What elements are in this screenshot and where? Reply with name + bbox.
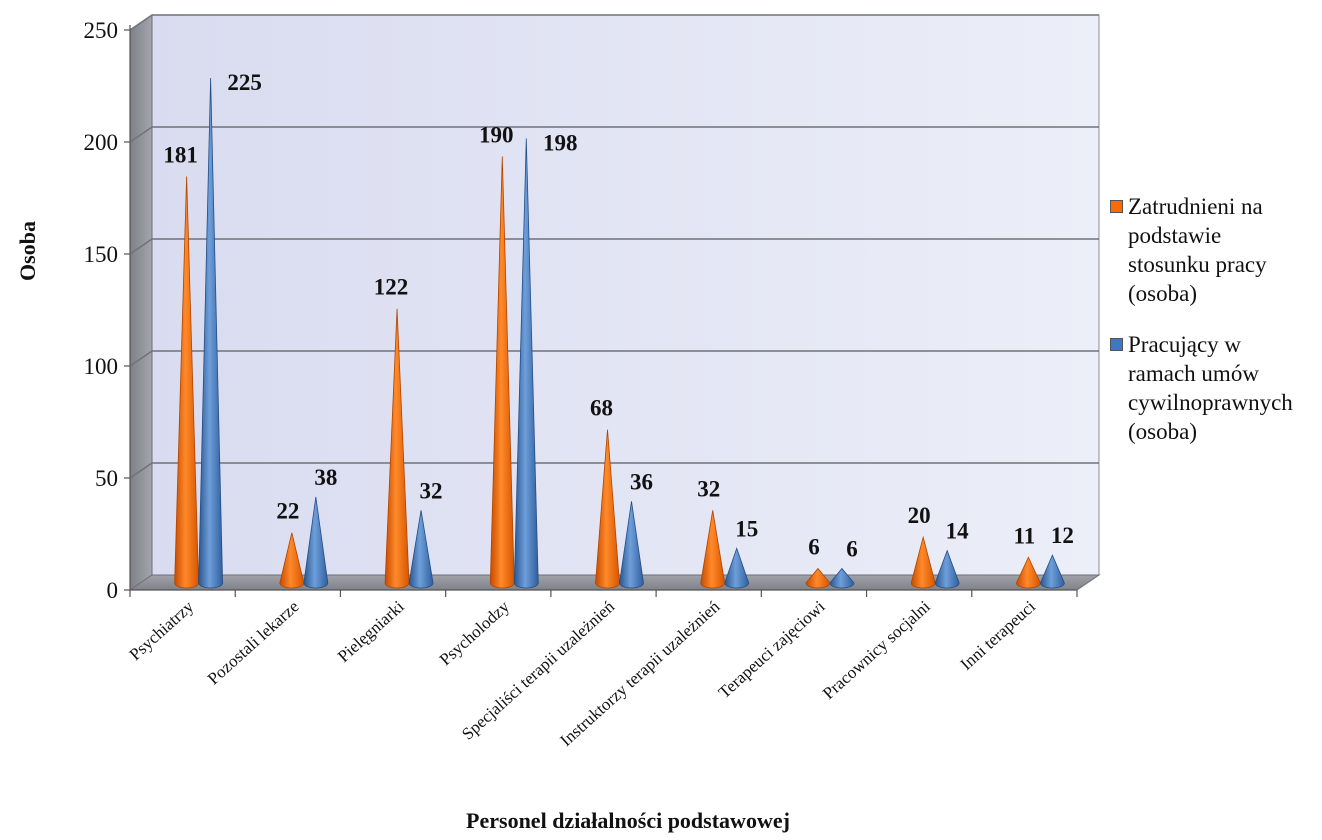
data-label-series-2: 14 — [946, 519, 970, 544]
data-label-series-2: 225 — [227, 70, 262, 95]
cone-series-2 — [724, 547, 750, 589]
data-label-series-1: 11 — [1014, 523, 1036, 548]
legend-label-series-2-line-3: cywilnoprawnych — [1128, 390, 1293, 415]
legend-label-series-2-line-1: Pracujący w — [1128, 332, 1242, 357]
data-label-series-1: 32 — [697, 476, 720, 501]
data-label-series-2: 12 — [1051, 523, 1074, 548]
y-tick-label: 0 — [107, 578, 119, 603]
x-tick-label: Pielęgniarki — [334, 597, 408, 666]
cone-series-2 — [619, 501, 644, 589]
data-label-series-1: 22 — [276, 499, 299, 524]
gridline-depth — [129, 462, 153, 479]
data-label-series-2: 38 — [314, 465, 337, 490]
legend-label-series-1-line-2: podstawie — [1128, 223, 1222, 248]
cone-series-2 — [198, 77, 224, 589]
legend-swatch-series-2 — [1110, 338, 1123, 351]
y-tick-label: 50 — [95, 466, 118, 491]
data-label-series-2: 15 — [735, 516, 758, 541]
y-axis: 0 50 100 150 200 250 — [84, 18, 131, 603]
cone-series-2 — [303, 496, 329, 589]
cone-series-2 — [408, 510, 434, 589]
side-wall — [129, 14, 153, 591]
data-label-series-1: 68 — [590, 396, 613, 421]
data-cones — [174, 77, 1065, 589]
data-label-series-2: 32 — [420, 478, 443, 503]
legend-item-series-2: Pracujący w ramach umów cywilnoprawnych … — [1110, 330, 1322, 446]
gridlines — [129, 14, 1099, 479]
data-label-series-2: 6 — [846, 537, 858, 562]
legend-swatch-series-1 — [1110, 200, 1123, 213]
y-tick-label: 150 — [84, 242, 119, 267]
data-label-series-1: 122 — [374, 275, 409, 300]
cone-series-2 — [513, 138, 539, 589]
back-wall — [151, 14, 1100, 576]
x-tick-label: Terapeuci zajęciowi — [715, 597, 829, 702]
data-label-series-1: 190 — [479, 122, 514, 147]
gridline-depth — [129, 126, 153, 143]
legend-label-series-1-line-1: Zatrudnieni na — [1128, 194, 1263, 219]
data-label-series-2: 198 — [543, 130, 578, 155]
data-label-series-1: 6 — [808, 535, 820, 560]
legend: Zatrudnieni na podstawie stosunku pracy … — [1110, 192, 1322, 468]
gridline-depth — [129, 14, 153, 31]
x-axis: Psychiatrzy Pozostali lekarze Pielęgniarki… — [126, 589, 1078, 750]
x-tick-label: Inni terapeuci — [957, 597, 1040, 674]
y-tick-label: 100 — [84, 354, 119, 379]
x-tick-label: Psychiatrzy — [126, 597, 198, 665]
legend-label-series-2-line-2: ramach umów — [1128, 361, 1259, 386]
y-axis-title: Osoba — [15, 221, 40, 281]
legend-label-series-1-line-3: stosunku pracy — [1128, 252, 1267, 277]
cone-series-2 — [1039, 554, 1065, 589]
x-tick-label: Psycholodzy — [436, 597, 514, 670]
legend-item-series-1: Zatrudnieni na podstawie stosunku pracy … — [1110, 192, 1322, 308]
data-label-series-2: 36 — [630, 469, 653, 494]
x-tick-label: Pozostali lekarze — [204, 597, 303, 689]
cone-series-2 — [829, 567, 855, 589]
legend-label-series-2-line-4: (osoba) — [1128, 419, 1197, 444]
plot-walls — [128, 14, 1101, 591]
gridline-depth — [129, 238, 153, 255]
y-tick-label: 200 — [84, 130, 119, 155]
x-tick-label: Pracownicy socjalni — [819, 597, 934, 703]
legend-label-series-1-line-4: (osoba) — [1128, 281, 1197, 306]
data-labels: 181 22 122 190 68 32 6 20 11 225 38 32 198 36 15 6 14 12 — [163, 70, 1074, 562]
x-axis-title: Personel działalności podstawowej — [466, 808, 790, 833]
cone-series-2 — [934, 549, 960, 589]
data-label-series-1: 20 — [908, 503, 931, 528]
gridline-depth — [129, 350, 153, 367]
y-tick-label: 250 — [84, 18, 119, 43]
data-label-series-1: 181 — [163, 143, 198, 168]
